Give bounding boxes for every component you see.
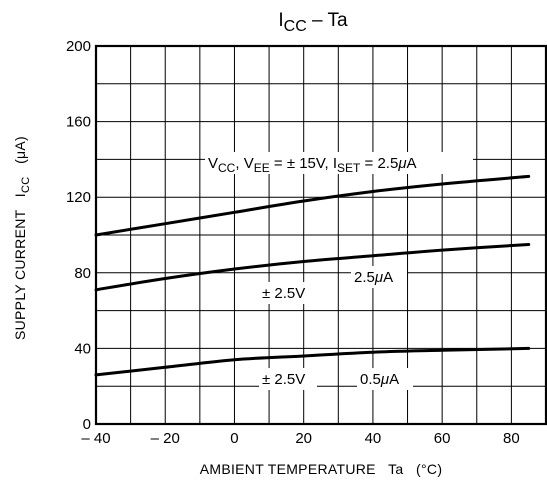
x-tick-label: 20 [295,430,312,447]
x-tick-label: 0 [230,430,238,447]
y-tick-label: 120 [66,189,91,206]
x-tick-labels: – 40 – 20 0 20 40 60 80 [81,430,519,447]
chart-title: ICC – Ta [278,10,348,35]
x-tick-label: 40 [365,430,382,447]
y-tick-label: 40 [74,340,91,357]
annotations: VCC, VEE = ± 15V, ISET = 2.5μA ± 2.5V 2.5μ… [205,152,473,390]
x-tick-label: 60 [434,430,451,447]
y-tick-label: 200 [66,38,91,55]
annotation-backdrop [205,152,473,174]
series-annotation: VCC, VEE = ± 15V, ISET = 2.5μA [208,155,417,175]
x-tick-label: – 20 [151,430,180,447]
series-annotation: 2.5μA [354,269,393,286]
y-tick-labels: 0 40 80 120 160 200 [66,38,91,433]
x-tick-label: 80 [503,430,520,447]
plot-frame [94,44,547,426]
series-group [94,174,531,377]
x-axis-label: AMBIENT TEMPERATURE Ta (°C) [200,461,443,477]
series-line-1 [94,174,531,237]
x-tick-label: – 40 [81,430,110,447]
annotation-backdrop [357,368,413,390]
annotation-backdrop [351,266,407,288]
y-tick-label: 0 [83,416,91,433]
annotation-backdrop [259,368,317,390]
series-annotation: 0.5μA [360,371,399,388]
series-line-3 [94,346,531,377]
y-tick-label: 80 [74,265,91,282]
y-tick-label: 160 [66,114,91,131]
series-annotation: ± 2.5V [262,371,305,388]
series-annotation: ± 2.5V [262,285,305,302]
series-line-2 [94,243,531,292]
y-axis-label: SUPPLY CURRENT ICC (μA) [12,136,32,340]
annotation-backdrop [259,282,317,304]
